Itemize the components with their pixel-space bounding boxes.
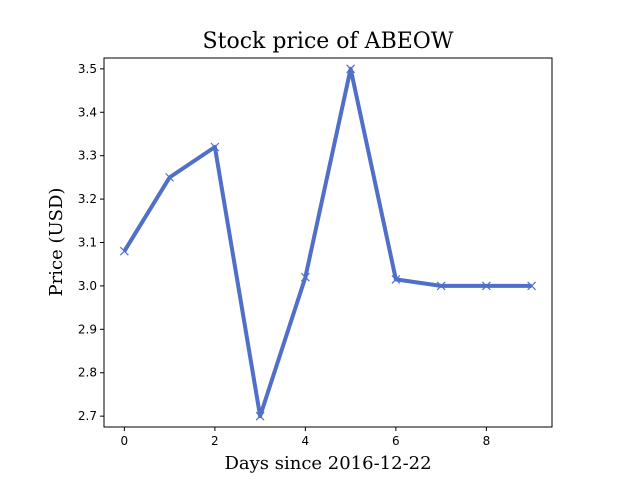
x-tick-label: 8 (483, 434, 491, 448)
x-tick-label: 6 (392, 434, 400, 448)
y-tick-label: 3.5 (78, 62, 97, 76)
y-tick-label: 2.9 (78, 322, 97, 336)
plot-frame (104, 58, 552, 427)
x-tick-label: 0 (121, 434, 129, 448)
x-tick-label: 4 (302, 434, 310, 448)
y-tick-label: 3.2 (78, 192, 97, 206)
x-axis-label: Days since 2016-12-22 (224, 453, 431, 474)
y-tick-label: 2.7 (78, 409, 97, 423)
y-tick-label: 3.3 (78, 149, 97, 163)
y-axis: 2.7 2.8 2.9 3.0 3.1 3.2 3.3 3.4 3.5 (78, 62, 104, 423)
y-tick-label: 2.8 (78, 366, 97, 380)
series-line (124, 69, 531, 416)
x-axis: 0 2 4 6 8 (121, 427, 491, 448)
y-tick-label: 3.0 (78, 279, 97, 293)
y-tick-label: 3.1 (78, 236, 97, 250)
x-tick-label: 2 (211, 434, 219, 448)
series-layer (120, 65, 535, 420)
chart-title: Stock price of ABEOW (203, 29, 454, 54)
y-tick-label: 3.4 (78, 105, 97, 119)
y-axis-label: Price (USD) (46, 188, 67, 297)
